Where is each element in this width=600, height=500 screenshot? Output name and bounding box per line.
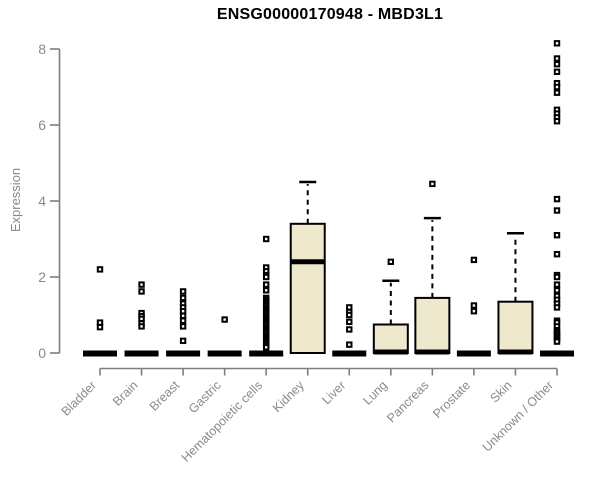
outlier-point-lung: [387, 258, 395, 266]
outlier-point-unknown-other: [553, 287, 561, 294]
outlier-point-breast: [179, 323, 187, 330]
outlier-point-prostate: [470, 308, 478, 315]
collapsed-box-unknown-other: [540, 350, 574, 357]
outlier-point-hematopoietic-cells: [262, 281, 270, 288]
outlier-point-liver: [346, 318, 353, 326]
outlier-point-liver: [346, 311, 353, 319]
box-skin: [497, 300, 534, 355]
x-tick-label-lung: Lung: [360, 378, 390, 408]
outlier-point-unknown-other: [553, 89, 561, 96]
outlier-point-unknown-other: [553, 232, 561, 239]
x-tick-label-gastric: Gastric: [186, 378, 224, 416]
box-kidney: [289, 222, 326, 354]
x-tick-label-prostate: Prostate: [430, 378, 473, 421]
outlier-point-breast: [179, 337, 187, 345]
y-tick-label: 8: [38, 41, 46, 57]
y-tick-label: 2: [38, 269, 46, 285]
x-tick-label-bladder: Bladder: [59, 378, 99, 418]
outlier-point-hematopoietic-cells: [262, 273, 270, 281]
outlier-point-bladder: [96, 323, 104, 331]
outlier-point-unknown-other: [553, 55, 561, 62]
y-tick-label: 0: [38, 345, 46, 361]
outlier-point-gastric: [221, 316, 228, 323]
outlier-point-unknown-other: [553, 207, 561, 214]
outlier-point-brain: [138, 281, 145, 288]
outlier-point-unknown-other: [553, 251, 561, 258]
outlier-point-unknown-other: [553, 118, 561, 125]
outlier-point-unknown-other: [553, 61, 561, 68]
outlier-point-unknown-other: [553, 304, 561, 311]
collapsed-box-liver: [332, 350, 367, 357]
collapsed-box-brain: [124, 350, 159, 357]
chart-title: ENSG00000170948 - MBD3L1: [216, 6, 444, 23]
outlier-point-breast: [179, 294, 187, 302]
outlier-point-pancreas: [429, 180, 436, 188]
outlier-point-unknown-other: [553, 195, 561, 203]
x-tick-label-pancreas: Pancreas: [384, 378, 431, 425]
y-tick-label: 6: [38, 117, 46, 133]
x-tick-label-brain: Brain: [110, 378, 141, 409]
outlier-point-breast: [179, 288, 187, 295]
box-lung: [372, 323, 409, 354]
outlier-point-unknown-other: [553, 273, 561, 281]
x-tick-label-skin: Skin: [487, 378, 514, 405]
collapsed-box-prostate: [456, 350, 491, 357]
outlier-point-breast: [179, 317, 187, 324]
collapsed-box-breast: [166, 350, 201, 357]
outlier-point-liver: [346, 326, 353, 333]
collapsed-box-hematopoietic-cells: [249, 350, 284, 357]
outlier-point-hematopoietic-cells: [262, 287, 270, 294]
outlier-point-prostate: [470, 302, 478, 309]
outlier-point-breast: [179, 312, 187, 319]
x-tick-label-unknown-other: Unknown / Other: [480, 378, 556, 454]
outlier-point-hematopoietic-cells: [262, 235, 270, 243]
outlier-point-brain: [138, 288, 145, 295]
outlier-point-unknown-other: [553, 83, 561, 91]
x-tick-label-liver: Liver: [319, 378, 348, 407]
outlier-point-brain: [138, 323, 145, 330]
x-tick-label-kidney: Kidney: [270, 378, 307, 415]
x-tick-label-breast: Breast: [147, 378, 183, 414]
outlier-point-liver: [346, 341, 353, 348]
collapsed-box-bladder: [83, 350, 117, 357]
outlier-point-unknown-other: [553, 338, 561, 345]
outlier-point-unknown-other: [553, 68, 561, 75]
outlier-point-unknown-other: [553, 40, 561, 47]
collapsed-box-gastric: [207, 350, 242, 357]
outlier-point-unknown-other: [553, 281, 561, 288]
box-pancreas: [414, 296, 451, 354]
outlier-point-bladder: [96, 266, 104, 273]
outlier-point-prostate: [470, 256, 478, 264]
y-tick-label: 4: [38, 193, 46, 209]
x-tick-label-hematopoietic-cells: Hematopoietic cells: [179, 378, 266, 465]
outlier-point-hematopoietic-cells: [262, 344, 270, 351]
